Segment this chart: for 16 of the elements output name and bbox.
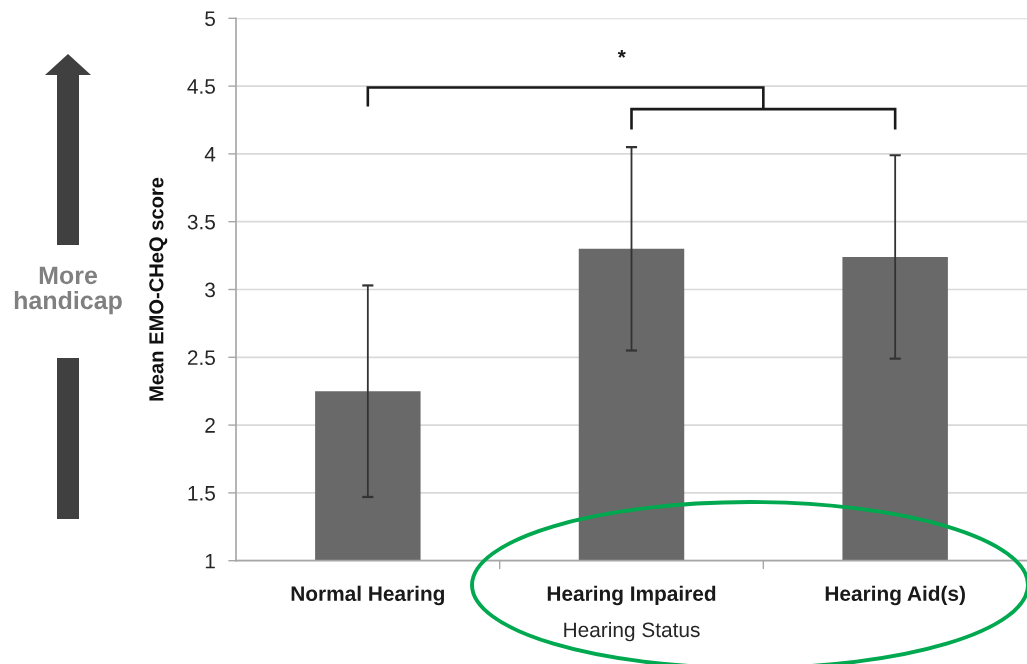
x-tick-label: Hearing Aid(s) <box>825 585 965 606</box>
y-tick-label: 2 <box>205 418 215 433</box>
text: More handicap <box>14 266 122 315</box>
y-tick-label: 3 <box>205 282 215 298</box>
y-tick-label: 4 <box>204 147 216 162</box>
y-tick-label: 1 <box>205 553 215 569</box>
y-tick-label: 3.5 <box>187 214 215 230</box>
y-axis-title: Mean EMO-CHeQ score <box>149 177 168 401</box>
annotation: * <box>617 50 626 58</box>
y-tick-label: 2.5 <box>187 350 215 366</box>
y-tick-label: 5 <box>205 11 215 27</box>
y-tick-label: 4.5 <box>187 79 215 94</box>
x-axis-title: Hearing Status <box>564 621 700 642</box>
x-tick-label: Hearing Impaired <box>547 585 716 606</box>
x-tick-label: Normal Hearing <box>291 585 445 606</box>
y-tick-label: 1.5 <box>188 486 215 501</box>
